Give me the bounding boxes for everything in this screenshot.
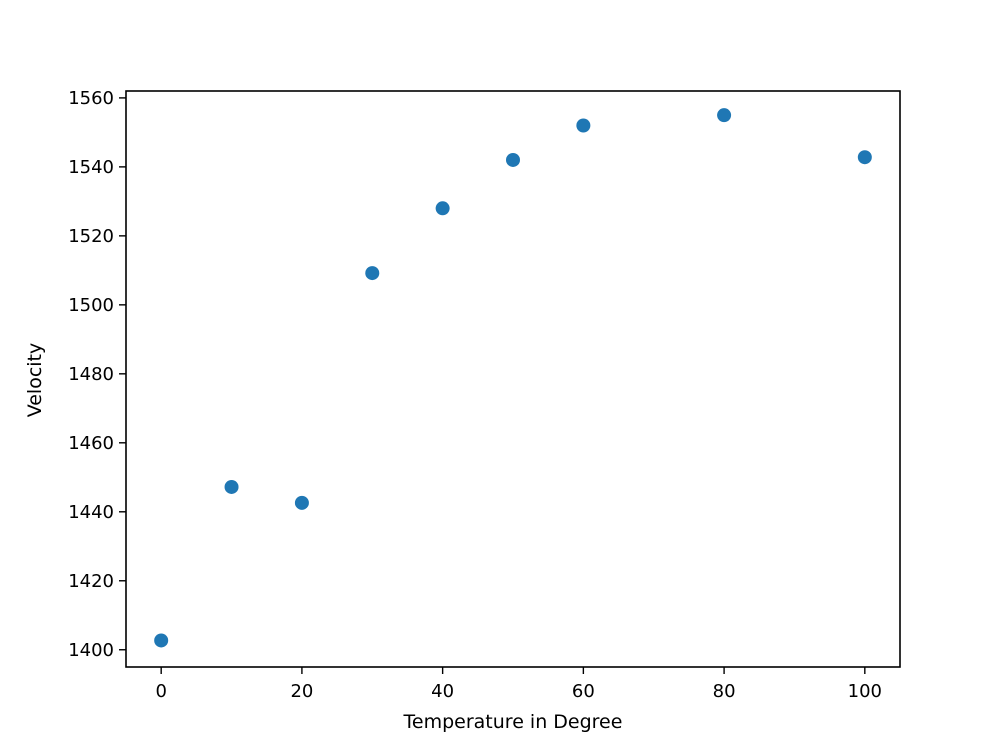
x-axis-label: Temperature in Degree xyxy=(403,711,623,733)
x-tick-label: 80 xyxy=(713,681,736,702)
x-axis-ticks: 0 20 40 60 80 100 xyxy=(155,667,882,702)
x-tick-label: 20 xyxy=(290,681,313,702)
data-points xyxy=(154,108,872,648)
data-point xyxy=(365,266,380,281)
y-tick-label: 1560 xyxy=(68,88,114,109)
y-tick-label: 1540 xyxy=(68,157,114,178)
data-point xyxy=(576,118,591,133)
plot-area xyxy=(126,91,900,667)
data-point xyxy=(294,495,309,510)
data-point xyxy=(154,633,169,648)
y-tick-label: 1420 xyxy=(68,571,114,592)
data-point xyxy=(506,152,520,167)
y-tick-label: 1480 xyxy=(68,364,114,385)
y-axis-label: Velocity xyxy=(24,343,46,418)
data-point xyxy=(224,479,239,494)
plot-frame xyxy=(125,90,901,668)
data-point xyxy=(435,201,450,216)
x-tick-label: 0 xyxy=(155,681,166,702)
y-tick-label: 1460 xyxy=(68,433,114,454)
y-tick-label: 1440 xyxy=(68,502,114,523)
y-tick-label: 1500 xyxy=(68,295,114,316)
data-point xyxy=(857,150,872,165)
y-tick-label: 1520 xyxy=(68,226,114,247)
x-tick-label: 100 xyxy=(848,681,882,702)
x-tick-label: 60 xyxy=(572,681,595,702)
x-tick-label: 40 xyxy=(431,681,454,702)
data-point xyxy=(717,108,732,123)
y-tick-label: 1400 xyxy=(68,640,114,661)
y-axis-ticks: 1400 1420 1440 1460 1480 1500 1520 1540 1560 xyxy=(68,88,126,661)
